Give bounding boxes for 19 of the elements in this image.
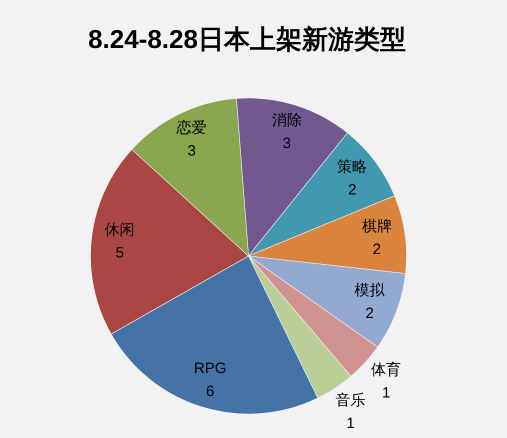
data-label: 3 bbox=[282, 135, 291, 152]
slice-label: 策略 bbox=[337, 158, 368, 176]
data-label: 1 bbox=[382, 384, 390, 402]
data-label: 2 bbox=[365, 305, 374, 322]
data-label: 3 bbox=[188, 142, 196, 160]
slice-label: 消除 bbox=[272, 112, 302, 130]
data-label: 2 bbox=[348, 181, 356, 198]
data-label: 5 bbox=[116, 244, 124, 262]
slice-label: 体育 bbox=[371, 362, 402, 379]
chart-title: 8.24-8.28日本上架新游类型 bbox=[88, 24, 406, 54]
slice-label: RPG bbox=[194, 360, 226, 377]
data-label: 1 bbox=[346, 415, 355, 432]
slice-label: 模拟 bbox=[354, 282, 386, 300]
data-label: 2 bbox=[372, 240, 381, 258]
slice-label: 棋牌 bbox=[362, 218, 392, 235]
slice-label: 音乐 bbox=[336, 392, 366, 410]
slice-label: 休闲 bbox=[104, 222, 135, 239]
data-label: 6 bbox=[206, 382, 214, 400]
slice-label: 恋爱 bbox=[176, 120, 207, 137]
